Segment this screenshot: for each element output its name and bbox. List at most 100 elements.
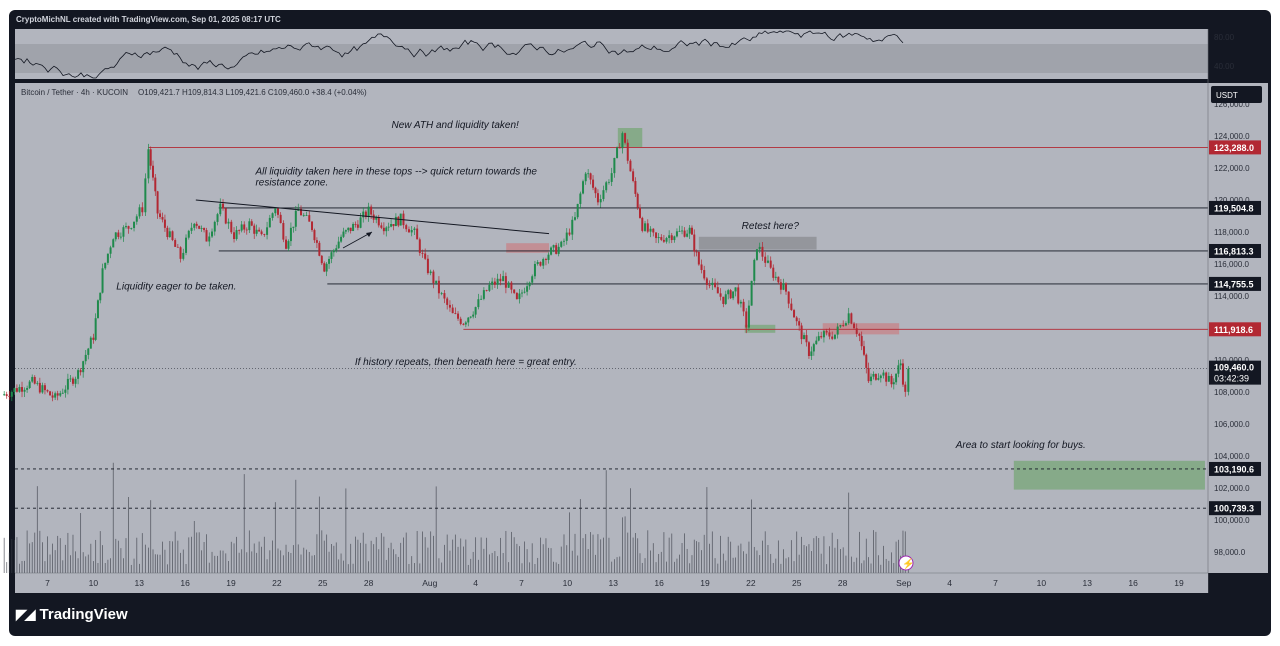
candle-body — [584, 173, 587, 182]
candle-body — [31, 376, 34, 382]
candle-body — [697, 251, 700, 265]
candle-body — [233, 232, 236, 240]
trend-arrow-head — [366, 232, 372, 237]
candle-body — [313, 230, 316, 241]
candle-body — [227, 221, 230, 224]
candle-body — [43, 385, 46, 391]
candle-body — [370, 206, 373, 215]
candle-body — [703, 270, 706, 279]
y-tick-label: 100,000.0 — [1214, 516, 1250, 525]
candle-body — [807, 342, 810, 356]
candle-body — [686, 233, 689, 237]
candle-body — [144, 178, 147, 213]
candle-body — [774, 276, 777, 278]
candle-body — [496, 278, 499, 285]
candle-body — [853, 323, 856, 329]
candle-body — [89, 337, 92, 349]
candle-body — [347, 227, 350, 231]
x-tick-label: 16 — [654, 578, 664, 588]
candle-body — [240, 224, 243, 231]
candle-body — [542, 259, 545, 266]
candle-body — [657, 237, 660, 239]
candle-body — [325, 263, 328, 272]
candle-body — [250, 221, 253, 226]
candle-body — [187, 230, 190, 238]
candle-body — [662, 239, 665, 242]
candle-body — [520, 292, 523, 294]
candle-body — [779, 282, 782, 290]
candle-body — [544, 259, 547, 260]
candle-body — [739, 301, 742, 304]
candle-body — [10, 391, 13, 397]
candle-body — [860, 335, 863, 347]
candle-body — [364, 211, 367, 218]
candle-body — [387, 226, 390, 228]
candle-body — [469, 316, 472, 318]
candle-body — [352, 223, 355, 231]
x-tick-label: 13 — [135, 578, 145, 588]
candle-body — [51, 395, 54, 398]
candle-body — [344, 230, 347, 232]
candle-body — [531, 276, 534, 283]
candle-body — [858, 333, 861, 336]
candle-body — [831, 336, 834, 339]
candle-body — [670, 235, 673, 241]
candle-body — [274, 208, 277, 214]
candle-body — [340, 236, 343, 242]
candle-body — [285, 239, 288, 249]
level-label: 123,288.0 — [1214, 143, 1254, 153]
level-badge — [1209, 140, 1261, 155]
x-tick-label: 7 — [993, 578, 998, 588]
tradingview-logo-icon: ◤◢ — [16, 606, 35, 622]
x-tick-label: 22 — [746, 578, 756, 588]
x-tick-label: 28 — [838, 578, 848, 588]
candle-body — [753, 259, 756, 281]
candle-body — [616, 147, 619, 158]
currency-badge[interactable] — [1211, 86, 1262, 103]
symbol-line: Bitcoin / Tether · 4h · KUCOIN — [21, 88, 128, 97]
candle-body — [844, 323, 847, 326]
candle-body — [589, 173, 592, 180]
candle-body — [149, 149, 152, 166]
candle-body — [668, 235, 671, 239]
candle-body — [596, 193, 599, 203]
x-tick-label: 28 — [364, 578, 374, 588]
candle-body — [649, 228, 652, 232]
candle-body — [315, 240, 318, 243]
candle-body — [507, 282, 510, 288]
candle-body — [446, 298, 449, 305]
candle-body — [850, 313, 853, 324]
candle-body — [119, 236, 122, 238]
candle-body — [82, 361, 85, 373]
tradingview-logo[interactable]: ◤◢ TradingView — [16, 606, 128, 623]
annotation: resistance zone. — [255, 178, 328, 189]
candle-body — [300, 208, 303, 216]
candle-body — [392, 224, 395, 227]
y-tick-label: 106,000.0 — [1214, 420, 1250, 429]
candle-body — [138, 207, 141, 217]
candle-body — [253, 225, 256, 234]
candle-body — [179, 247, 182, 259]
candle-body — [342, 231, 345, 237]
y-tick-label: 114,000.0 — [1214, 292, 1250, 301]
candle-body — [87, 348, 90, 355]
candle-body — [163, 219, 166, 228]
candle-body — [467, 317, 470, 323]
candle-body — [488, 284, 491, 291]
y-tick-label: 122,000.0 — [1214, 164, 1250, 173]
level-badge — [1209, 501, 1261, 516]
level-badge — [1209, 461, 1261, 476]
candle-body — [571, 219, 574, 235]
candle-body — [652, 228, 655, 233]
candle-body — [810, 351, 813, 356]
candle-body — [518, 293, 521, 300]
candle-body — [904, 384, 907, 392]
candle-body — [64, 389, 67, 393]
lightning-icon[interactable] — [898, 555, 914, 571]
candle-body — [21, 387, 24, 392]
candle-body — [161, 216, 164, 220]
candle-body — [266, 227, 269, 235]
candle-body — [607, 181, 610, 183]
candle-body — [629, 160, 632, 172]
